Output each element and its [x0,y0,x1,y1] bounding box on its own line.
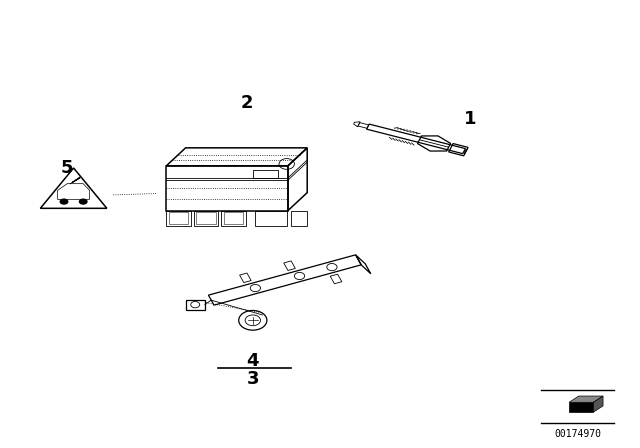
Bar [253,170,278,178]
Polygon shape [593,396,603,412]
Circle shape [79,198,88,205]
Text: 3: 3 [246,370,259,388]
Text: 5: 5 [61,159,74,177]
Polygon shape [569,402,593,412]
Text: 1: 1 [464,110,477,128]
Text: 00174970: 00174970 [554,429,601,439]
Text: 2: 2 [240,94,253,112]
Circle shape [60,198,68,205]
Polygon shape [569,396,603,402]
Text: 4: 4 [246,352,259,370]
